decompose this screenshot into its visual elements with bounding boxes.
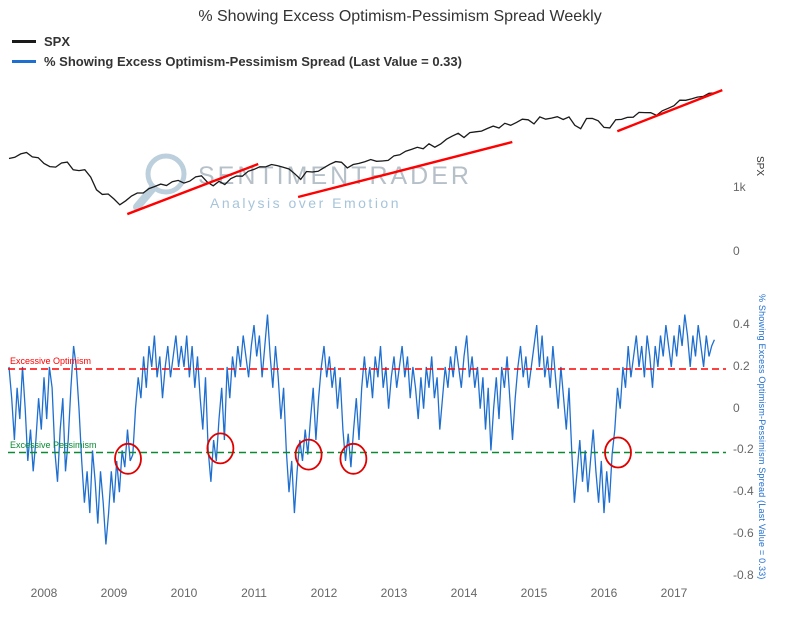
spread-axis-label: % Showing Excess Optimism-Pessimism Spre…	[757, 294, 767, 580]
trendline	[297, 140, 513, 199]
x-tick-label: 2012	[310, 586, 338, 600]
spread-y-tick-label: 0.4	[733, 317, 750, 332]
x-tick-label: 2008	[30, 586, 58, 600]
excessive-pessimism-label: Excessive Pessimism	[10, 439, 97, 450]
legend-item-spread[interactable]: % Showing Excess Optimism-Pessimism Spre…	[12, 54, 462, 69]
legend-item-spx[interactable]: SPX	[12, 34, 70, 49]
x-tick-label: 2009	[100, 586, 128, 600]
spread-y-tick-label: 0.2	[733, 358, 750, 373]
excessive-optimism-label: Excessive Optimism	[10, 355, 92, 366]
spread-y-tick-label: -0.8	[733, 567, 754, 582]
annotation-circle	[206, 432, 235, 465]
x-tick-label: 2016	[590, 586, 618, 600]
spread-legend-label: % Showing Excess Optimism-Pessimism Spre…	[44, 54, 462, 69]
spread-y-tick-label: 0	[733, 400, 740, 415]
annotation-circle	[604, 436, 632, 469]
spread-y-tick-label: -0.2	[733, 442, 754, 457]
annotation-circle	[339, 442, 368, 475]
annotation-circle	[294, 438, 323, 471]
x-tick-label: 2015	[520, 586, 548, 600]
spread-legend-swatch	[12, 60, 36, 63]
trendline	[126, 162, 259, 216]
spread-y-tick-label: -0.6	[733, 526, 754, 541]
spread-y-tick-label: -0.4	[733, 484, 754, 499]
x-tick-label: 2017	[660, 586, 688, 600]
x-tick-label: 2014	[450, 586, 478, 600]
trendline	[616, 88, 723, 133]
x-tick-label: 2013	[380, 586, 408, 600]
spx-y-tick-label: 0	[733, 244, 740, 258]
x-tick-label: 2010	[170, 586, 198, 600]
spx-legend-label: SPX	[44, 34, 71, 49]
spread-line	[8, 314, 715, 545]
spx-line	[8, 92, 715, 206]
x-tick-label: 2011	[241, 586, 267, 600]
annotation-circle	[114, 442, 142, 475]
spx-legend-swatch	[12, 40, 36, 43]
chart-title: % Showing Excess Optimism-Pessimism Spre…	[198, 8, 602, 25]
magnifier-icon	[133, 153, 187, 211]
spx-axis-label: SPX	[754, 156, 765, 177]
watermark-tagline: Analysis over Emotion	[210, 195, 402, 211]
spx-y-tick-label: 1k	[733, 179, 746, 194]
